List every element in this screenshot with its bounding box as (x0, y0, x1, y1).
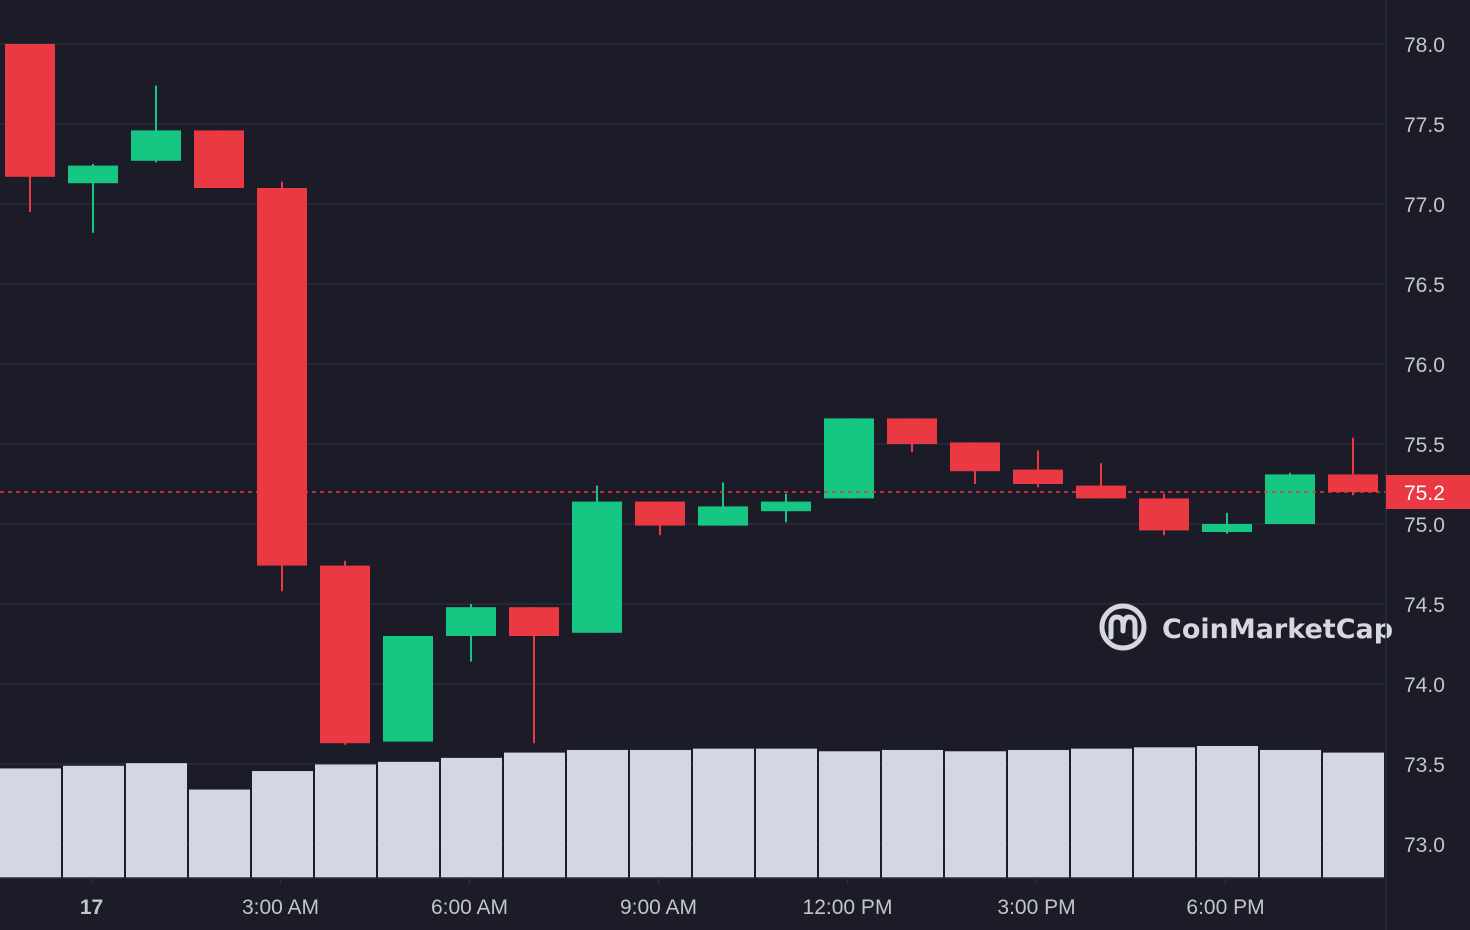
candle-body (887, 418, 937, 444)
candle-up[interactable] (446, 604, 496, 662)
candle-body (509, 607, 559, 636)
candle-body (698, 506, 748, 526)
volume-bar (1323, 752, 1384, 878)
candle-body (635, 501, 685, 526)
candle-up[interactable] (698, 482, 748, 526)
candle-down[interactable] (635, 501, 685, 536)
candle-down[interactable] (887, 418, 937, 452)
candle-body (1139, 498, 1189, 531)
volume-bar (756, 748, 817, 878)
candle-down[interactable] (257, 181, 307, 592)
candle-down[interactable] (1328, 437, 1378, 496)
volume-bar (819, 751, 880, 878)
candle-down[interactable] (1013, 450, 1063, 488)
volume-bar (567, 749, 628, 878)
candle-body (1265, 474, 1315, 524)
volume-bar (252, 771, 313, 878)
candle-body (761, 501, 811, 512)
candle-body (572, 501, 622, 633)
volume-bar (504, 752, 565, 878)
y-tick-label: 77.0 (1404, 194, 1445, 217)
x-tick-label: 3:00 PM (997, 896, 1075, 919)
candle-up[interactable] (68, 164, 118, 233)
volume-bar (693, 748, 754, 878)
current-price-label-text: 75.2 (1404, 482, 1445, 505)
candle-body (194, 130, 244, 188)
x-tick-label: 9:00 AM (620, 896, 697, 919)
volume-bar (0, 768, 61, 878)
candle-down[interactable] (194, 130, 244, 188)
volume-bar (126, 763, 187, 878)
volume-bar (441, 757, 502, 878)
candle-body (257, 188, 307, 566)
volume-bar (315, 764, 376, 878)
y-tick-label: 78.0 (1404, 34, 1445, 57)
x-tick-label: 3:00 AM (242, 896, 319, 919)
candle-body (1202, 524, 1252, 532)
volume-bar (189, 789, 250, 878)
volume-bar (1197, 746, 1258, 878)
y-tick-label: 75.5 (1404, 434, 1445, 457)
watermark-text: CoinMarketCap (1162, 614, 1393, 645)
y-tick-label: 75.0 (1404, 514, 1445, 537)
volume-bar (378, 761, 439, 878)
candle-body (5, 44, 55, 177)
y-tick-label: 76.0 (1404, 354, 1445, 377)
candle-body (1328, 474, 1378, 492)
candle-up[interactable] (572, 485, 622, 633)
y-tick-label: 73.0 (1404, 834, 1445, 857)
volume-bar (945, 751, 1006, 878)
coinmarketcap-watermark: CoinMarketCap (1099, 603, 1393, 651)
candle-body (68, 165, 118, 184)
candle-down[interactable] (1139, 493, 1189, 536)
volume-bar (1260, 749, 1321, 878)
candle-body (446, 607, 496, 636)
volume-bar (1134, 747, 1195, 878)
x-tick-label: 17 (80, 896, 103, 919)
candle-body (824, 418, 874, 499)
candle-body (1076, 485, 1126, 499)
candle-down[interactable] (950, 442, 1000, 484)
candle-body (131, 130, 181, 161)
y-tick-label: 73.5 (1404, 754, 1445, 777)
y-tick-label: 74.0 (1404, 674, 1445, 697)
candle-down[interactable] (509, 607, 559, 744)
coinmarketcap-logo-icon (1099, 603, 1147, 651)
current-price-label: 75.2 (1386, 475, 1470, 509)
volume-bar (63, 765, 124, 878)
volume-bar (1008, 749, 1069, 878)
candle-up[interactable] (761, 493, 811, 523)
volume-bars (0, 746, 1384, 878)
candle-up[interactable] (383, 636, 433, 742)
volume-bar (630, 749, 691, 878)
current-price-label-box (1386, 475, 1470, 509)
candle-body (1013, 469, 1063, 484)
candle-up[interactable] (1265, 472, 1315, 524)
x-tick-label: 6:00 PM (1186, 896, 1264, 919)
candle-body (383, 636, 433, 742)
candle-body (320, 565, 370, 744)
candle-down[interactable] (320, 560, 370, 745)
x-tick-label: 12:00 PM (803, 896, 893, 919)
candle-up[interactable] (131, 85, 181, 163)
candle-up[interactable] (1202, 512, 1252, 534)
y-tick-label: 77.5 (1404, 114, 1445, 137)
y-tick-label: 76.5 (1404, 274, 1445, 297)
x-tick-label: 6:00 AM (431, 896, 508, 919)
candle-down[interactable] (1076, 463, 1126, 499)
candle-down[interactable] (5, 44, 55, 212)
candle-up[interactable] (824, 418, 874, 499)
candles[interactable] (5, 44, 1378, 745)
y-tick-label: 74.5 (1404, 594, 1445, 617)
volume-bar (1071, 748, 1132, 878)
candle-body (950, 442, 1000, 472)
volume-bar (882, 749, 943, 878)
